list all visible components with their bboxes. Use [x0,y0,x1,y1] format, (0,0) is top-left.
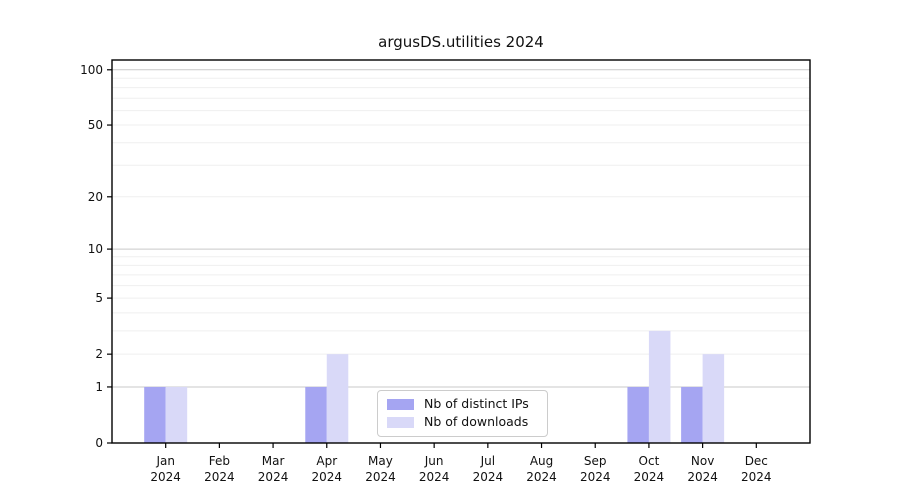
bar-distinct-ips-oct [627,386,649,443]
x-tick-month-label: Jul [480,454,495,468]
x-tick-year-label: 2024 [634,470,665,484]
y-tick-label: 2 [95,347,103,361]
x-tick-month-label: Oct [639,454,660,468]
legend-swatch-downloads [387,417,414,428]
x-tick-month-label: Apr [316,454,337,468]
x-tick-month-label: Sep [584,454,607,468]
bar-downloads-oct [648,330,671,443]
y-tick-label: 10 [88,242,103,256]
x-tick-year-label: 2024 [258,470,289,484]
bar-downloads-apr [326,354,349,443]
y-tick-label: 0 [95,436,103,450]
bar-distinct-ips-apr [305,386,327,443]
x-tick-month-label: Dec [745,454,768,468]
x-tick-month-label: Aug [530,454,553,468]
x-tick-month-label: Jan [155,454,175,468]
x-tick-year-label: 2024 [473,470,504,484]
x-tick-year-label: 2024 [526,470,557,484]
x-tick-month-label: Feb [209,454,230,468]
bar-downloads-jan [165,386,188,443]
chart-title: argusDS.utilities 2024 [378,33,544,51]
x-tick-year-label: 2024 [150,470,181,484]
legend-label-downloads: Nb of downloads [424,414,529,430]
x-tick-year-label: 2024 [204,470,235,484]
x-tick-year-label: 2024 [419,470,450,484]
legend-label-distinct-ips: Nb of distinct IPs [424,396,529,412]
bar-distinct-ips-jan [144,386,166,443]
bar-downloads-nov [702,354,725,443]
x-tick-year-label: 2024 [580,470,611,484]
x-tick-month-label: May [368,454,393,468]
x-tick-year-label: 2024 [741,470,772,484]
legend-swatch-distinct-ips [387,399,414,410]
x-tick-month-label: Mar [262,454,285,468]
plot-border [111,59,811,444]
y-tick-label: 20 [88,190,103,204]
x-tick-year-label: 2024 [311,470,342,484]
legend: Nb of distinct IPs Nb of downloads [377,390,548,437]
legend-item-distinct-ips: Nb of distinct IPs [387,397,537,412]
y-tick-label: 1 [95,380,103,394]
y-tick-label: 100 [80,63,103,77]
bar-distinct-ips-nov [681,386,703,443]
x-tick-month-label: Jun [424,454,444,468]
x-tick-month-label: Nov [691,454,714,468]
y-tick-label: 50 [88,118,103,132]
y-tick-label: 5 [95,291,103,305]
x-tick-year-label: 2024 [687,470,718,484]
x-tick-year-label: 2024 [365,470,396,484]
legend-item-downloads: Nb of downloads [387,415,537,430]
